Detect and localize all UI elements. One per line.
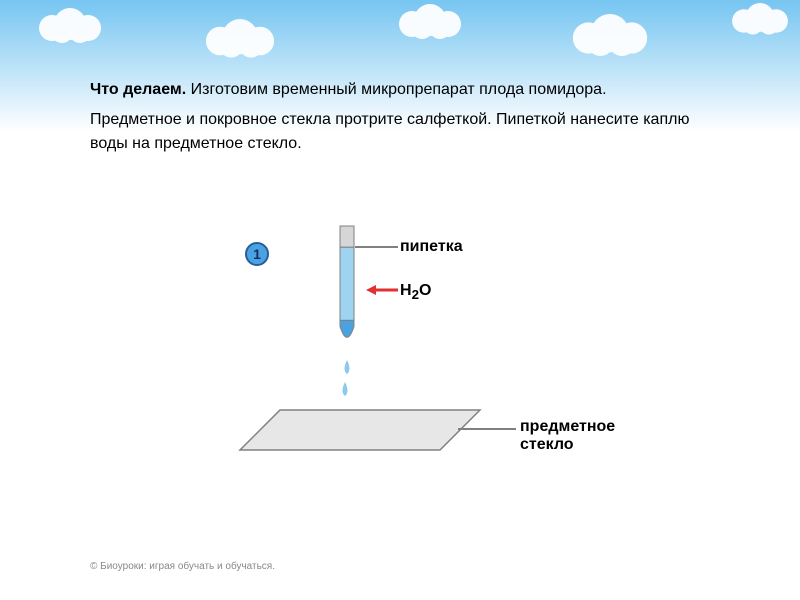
step-number: 1 [253, 246, 261, 262]
slide-label: предметное стекло [520, 418, 615, 455]
copyright-footer: © Биоуроки: играя обучать и обучаться. [90, 561, 275, 572]
heading-rest: Изготовим временный микропрепарат плода … [186, 81, 606, 98]
paragraph: Предметное и покровное стекла протрите с… [90, 108, 710, 156]
instruction-text: Что делаем. Изготовим временный микропре… [90, 78, 710, 162]
diagram: 1 пипетка H2O предметное стекло [180, 220, 680, 500]
h2o-label: H2O [400, 282, 431, 302]
pipette-label-line [355, 246, 398, 248]
heading-label: Что делаем. [90, 81, 186, 98]
step-number-badge: 1 [245, 242, 269, 266]
pipette-label: пипетка [400, 238, 463, 256]
slide-label-line [458, 428, 516, 430]
